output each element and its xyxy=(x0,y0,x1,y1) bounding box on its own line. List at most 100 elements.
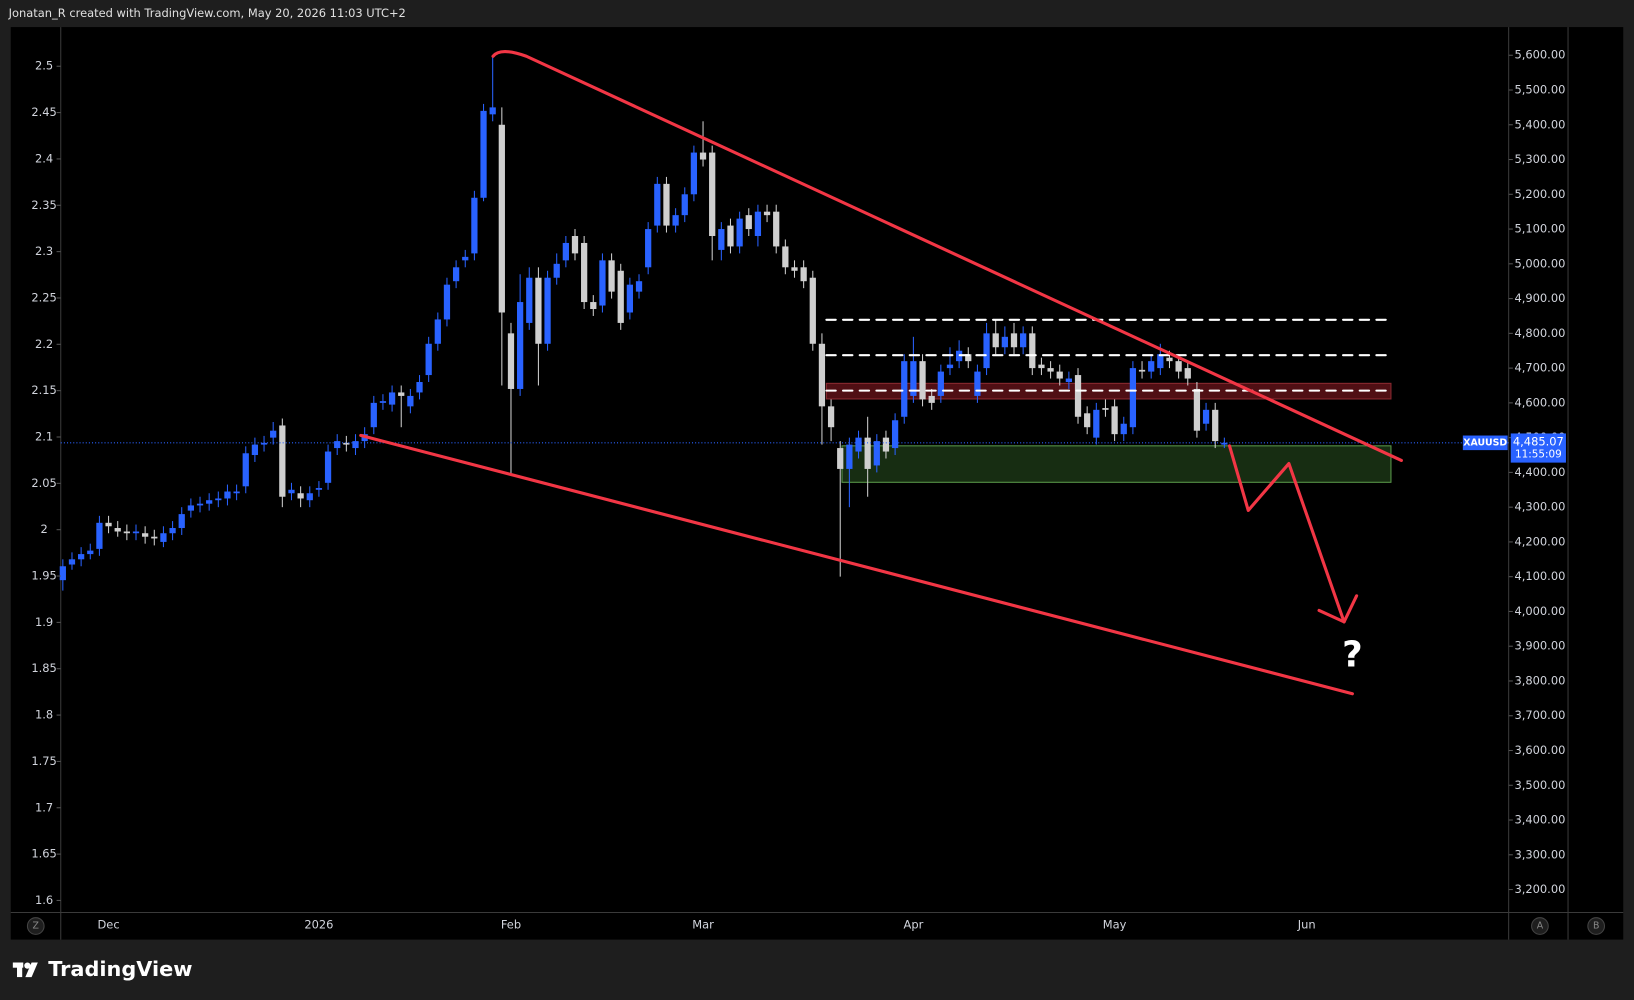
button[interactable] xyxy=(1531,917,1549,935)
button-label[interactable]: A xyxy=(1537,921,1544,932)
candle-body xyxy=(1065,378,1072,383)
y2-tick-label: 2.4 xyxy=(35,151,53,165)
candle-body xyxy=(617,270,624,323)
y2-tick-label: 1.6 xyxy=(35,893,53,907)
y-tick-label: 3,300.00 xyxy=(1514,847,1565,861)
candle-body xyxy=(1148,361,1155,372)
x-tick-label: Feb xyxy=(501,918,521,932)
candle-body xyxy=(87,550,94,555)
candle-body xyxy=(1001,336,1008,348)
candle-body xyxy=(132,531,140,534)
candle-body xyxy=(1074,375,1082,417)
candle-body xyxy=(379,401,387,403)
y-tick-label: 4,400.00 xyxy=(1514,465,1565,479)
candles xyxy=(59,55,1228,591)
candle-body xyxy=(544,277,551,344)
countdown-label: 11:55:09 xyxy=(1515,448,1562,460)
x-tick-label: Jun xyxy=(1297,918,1316,932)
candle-body xyxy=(745,215,752,230)
y-tick-label: 5,200.00 xyxy=(1514,187,1565,201)
support-zone xyxy=(841,445,1392,483)
candle-body xyxy=(809,277,816,344)
candle-body xyxy=(1084,413,1091,428)
candle-body xyxy=(553,263,560,278)
candle-body xyxy=(114,528,121,532)
candle-body xyxy=(727,225,734,247)
button[interactable] xyxy=(26,917,45,935)
candle-body xyxy=(654,183,661,226)
candle-body xyxy=(123,531,130,534)
y2-tick-label: 2.5 xyxy=(35,59,53,73)
candle-body xyxy=(462,256,469,261)
candle-body xyxy=(315,488,323,490)
candle-body xyxy=(434,319,441,344)
y2-tick-label: 1.8 xyxy=(35,708,53,722)
y2-tick-label: 2.45 xyxy=(31,105,56,119)
candle-body xyxy=(1102,408,1109,410)
y-tick-label: 3,900.00 xyxy=(1514,639,1565,653)
candle-body xyxy=(690,152,698,195)
candle-body xyxy=(590,302,597,310)
y-tick-label: 4,300.00 xyxy=(1514,500,1565,514)
candle-body xyxy=(78,554,85,560)
candle-body xyxy=(224,491,231,499)
candle-body xyxy=(452,267,460,282)
candle-body xyxy=(992,333,999,348)
lower-trendline xyxy=(359,433,1354,696)
candle-body xyxy=(178,514,185,529)
y2-tick-label: 2.25 xyxy=(31,290,56,304)
candle-body xyxy=(1184,368,1191,379)
candle-body xyxy=(919,361,926,400)
candle-body xyxy=(965,354,972,362)
candle-body xyxy=(1120,423,1127,435)
button-label[interactable]: Z xyxy=(33,921,39,932)
candle-body xyxy=(160,533,167,542)
candle-body xyxy=(59,566,66,581)
brand-name: TradingView xyxy=(48,957,192,981)
candle-body xyxy=(215,498,222,501)
y2-tick-label: 1.95 xyxy=(31,569,56,583)
x-tick-label: Mar xyxy=(692,918,714,932)
candle-body xyxy=(1047,368,1054,372)
y2-tick-label: 1.65 xyxy=(31,847,56,861)
candle-body xyxy=(1166,357,1173,362)
candle-body xyxy=(526,277,533,323)
candle-body xyxy=(416,382,423,393)
candle-body xyxy=(1129,368,1137,428)
candle-body xyxy=(288,489,295,494)
x-tick-label: Dec xyxy=(97,918,119,932)
candle-body xyxy=(535,277,542,344)
candle-body xyxy=(800,267,807,282)
candle-body xyxy=(96,522,103,549)
y-tick-label: 3,800.00 xyxy=(1514,673,1565,687)
candle-body xyxy=(864,437,871,469)
candle-body xyxy=(425,343,432,376)
candle-body xyxy=(782,246,789,268)
candle-body xyxy=(151,536,158,539)
drawings xyxy=(359,50,1403,696)
candle-body xyxy=(279,425,286,497)
y-tick-label: 5,500.00 xyxy=(1514,83,1565,97)
candle-body xyxy=(251,444,259,456)
y-tick-label: 3,600.00 xyxy=(1514,743,1565,757)
button-label[interactable]: B xyxy=(1593,921,1599,932)
x-tick-label: May xyxy=(1103,918,1127,932)
candle-body xyxy=(105,522,112,527)
candle-body xyxy=(699,152,707,160)
brand-logo xyxy=(12,962,38,978)
y-tick-label: 4,900.00 xyxy=(1514,291,1565,305)
candle-body xyxy=(773,211,780,247)
button[interactable] xyxy=(1587,917,1606,935)
candle-body xyxy=(581,242,588,303)
candle-body xyxy=(571,236,579,254)
candle-body xyxy=(855,437,862,452)
header-text: Jonatan_R created with TradingView.com, … xyxy=(8,6,406,20)
candle-body xyxy=(324,451,332,483)
candle-body xyxy=(1212,409,1219,442)
candle-body xyxy=(763,211,771,216)
candle-body xyxy=(910,361,917,396)
x-tick-label: 2026 xyxy=(304,918,333,932)
candle-body xyxy=(1193,388,1201,431)
y-tick-label: 5,400.00 xyxy=(1514,117,1565,131)
